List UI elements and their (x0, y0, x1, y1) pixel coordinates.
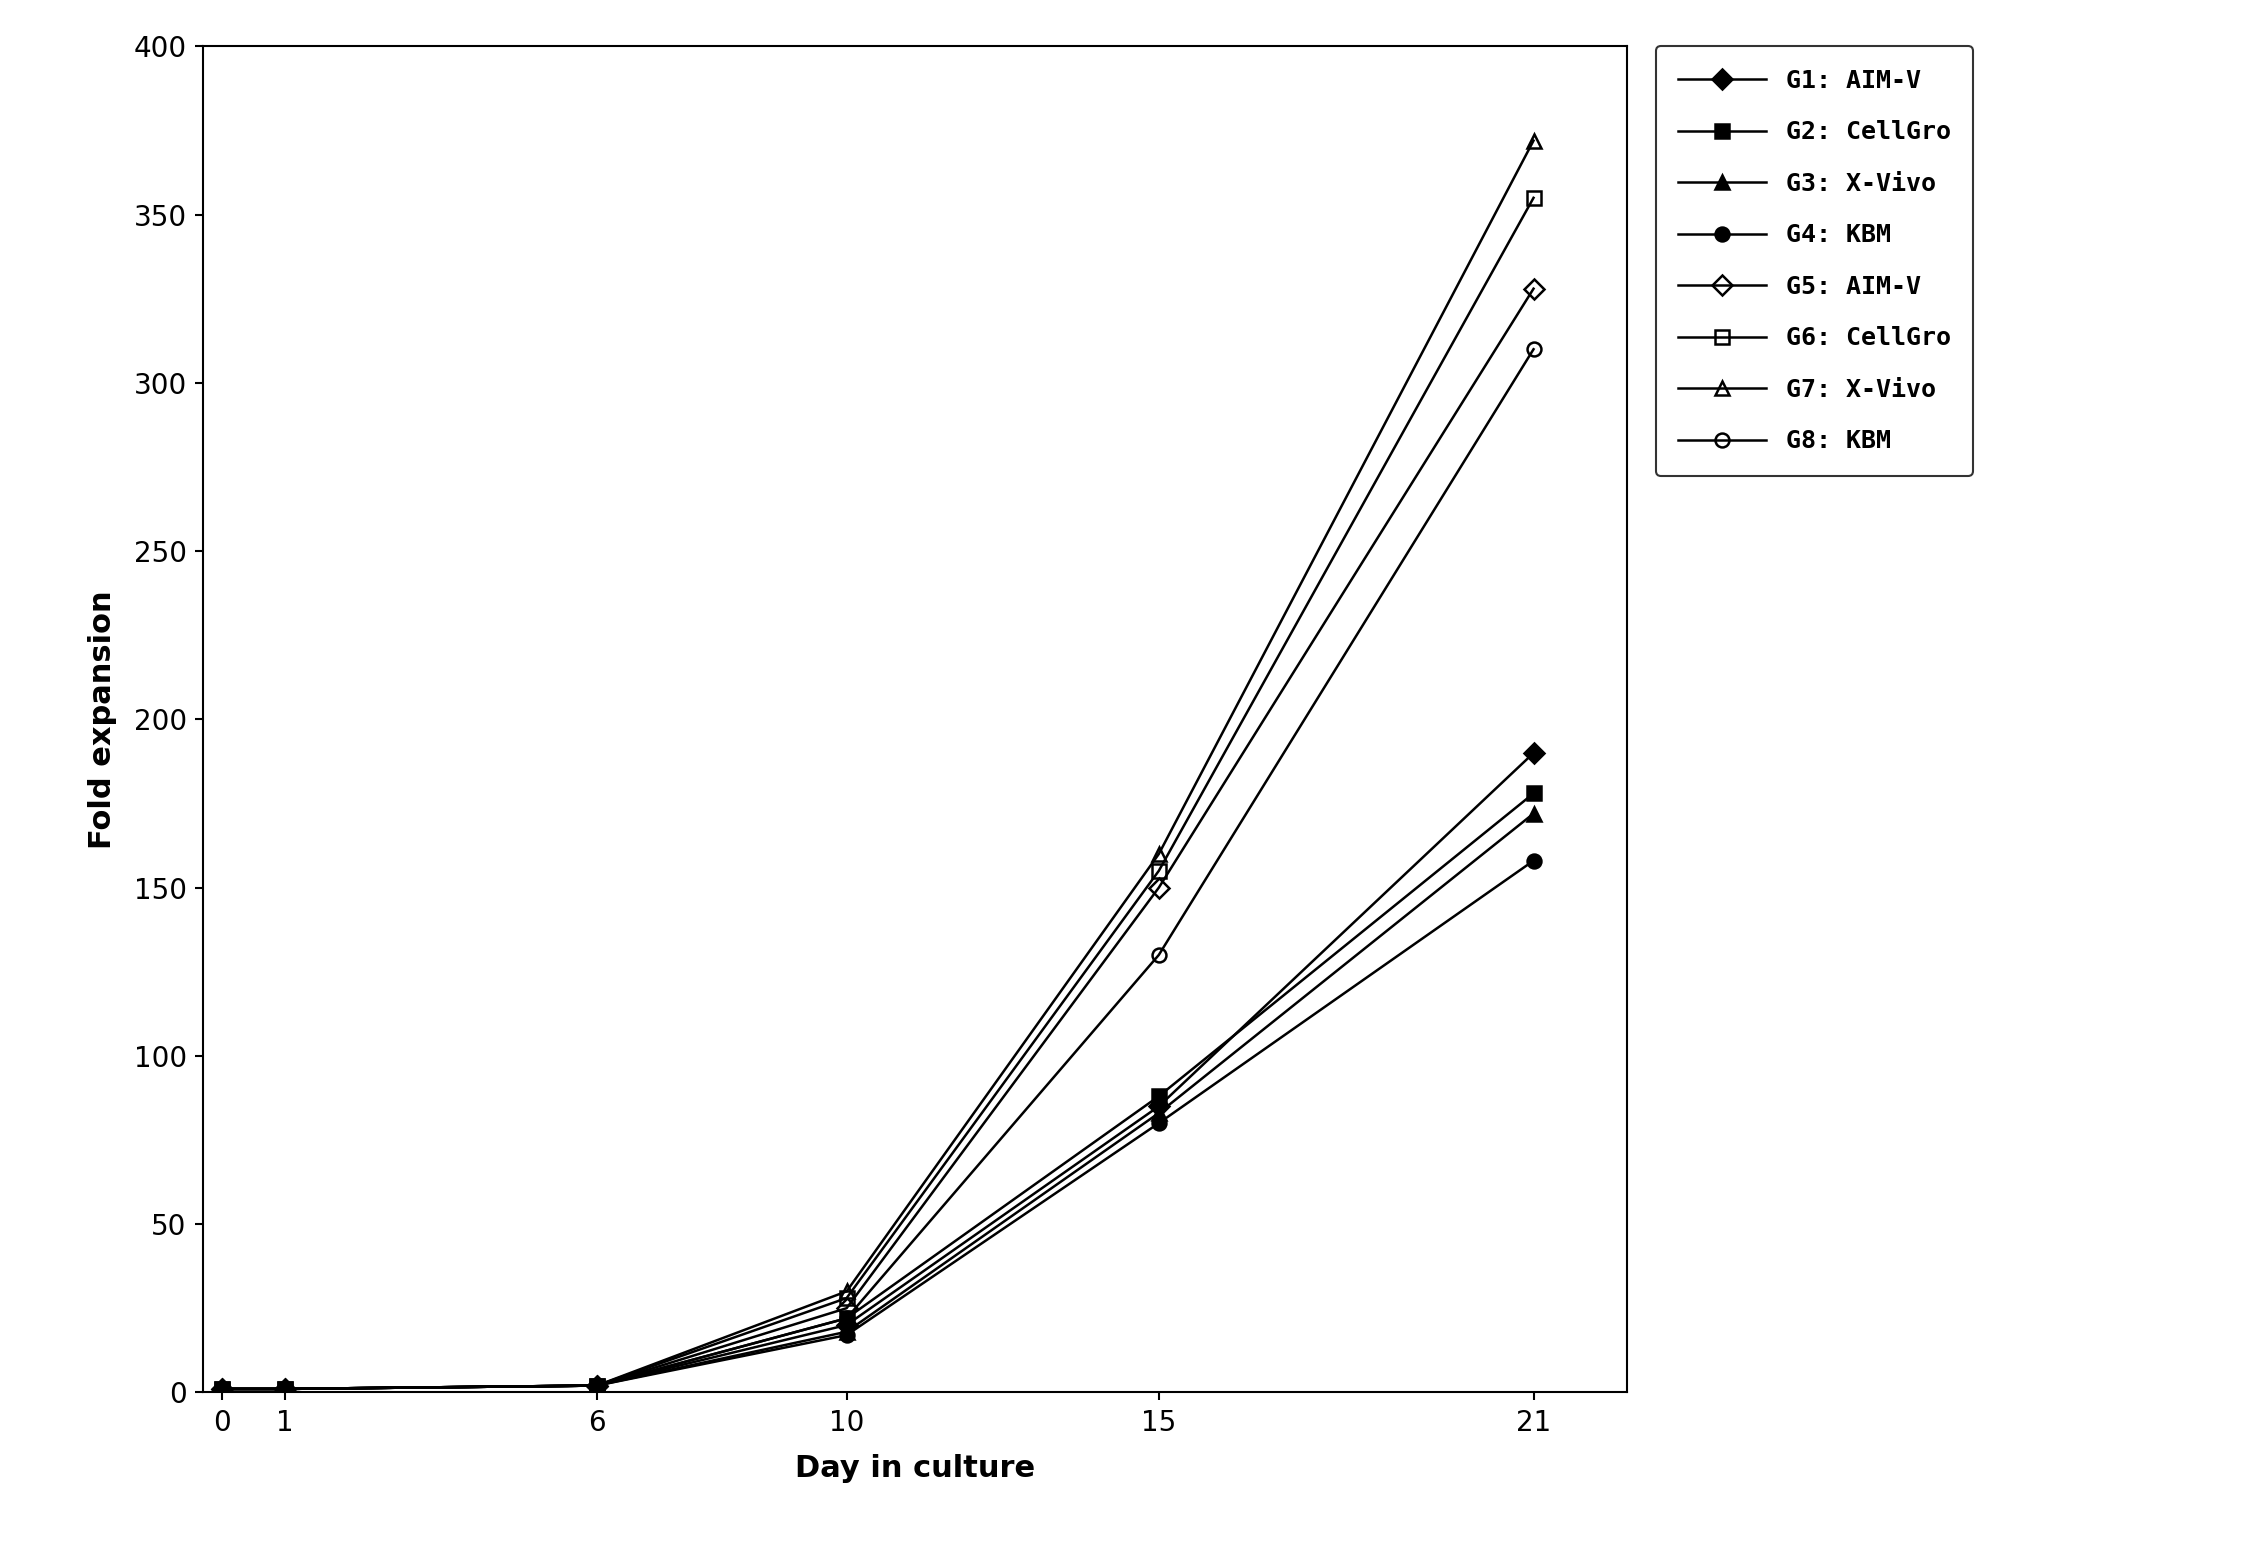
G4: KBM: (21, 158): KBM: (21, 158) (1521, 851, 1548, 869)
G7: X-Vivo: (21, 372): X-Vivo: (21, 372) (1521, 131, 1548, 150)
G5: AIM-V: (15, 150): AIM-V: (15, 150) (1146, 879, 1173, 897)
G8: KBM: (15, 130): KBM: (15, 130) (1146, 945, 1173, 964)
G6: CellGro: (10, 28): CellGro: (10, 28) (834, 1289, 861, 1307)
G6: CellGro: (21, 355): CellGro: (21, 355) (1521, 189, 1548, 207)
G3: X-Vivo: (21, 172): X-Vivo: (21, 172) (1521, 804, 1548, 823)
G6: CellGro: (15, 155): CellGro: (15, 155) (1146, 862, 1173, 880)
G2: CellGro: (10, 22): CellGro: (10, 22) (834, 1309, 861, 1327)
Line: G3: X-Vivo: G3: X-Vivo (215, 806, 1541, 1395)
Line: G2: CellGro: G2: CellGro (215, 786, 1541, 1395)
G1: AIM-V: (10, 20): AIM-V: (10, 20) (834, 1315, 861, 1334)
G1: AIM-V: (15, 85): AIM-V: (15, 85) (1146, 1097, 1173, 1115)
G8: KBM: (0, 1): KBM: (0, 1) (208, 1380, 235, 1398)
G4: KBM: (15, 80): KBM: (15, 80) (1146, 1114, 1173, 1132)
Line: G5: AIM-V: G5: AIM-V (215, 282, 1541, 1395)
G5: AIM-V: (21, 328): AIM-V: (21, 328) (1521, 280, 1548, 299)
G1: AIM-V: (21, 190): AIM-V: (21, 190) (1521, 744, 1548, 763)
G7: X-Vivo: (6, 2): X-Vivo: (6, 2) (583, 1377, 610, 1395)
Line: G7: X-Vivo: G7: X-Vivo (215, 133, 1541, 1395)
G8: KBM: (1, 1): KBM: (1, 1) (271, 1380, 298, 1398)
G8: KBM: (21, 310): KBM: (21, 310) (1521, 340, 1548, 359)
G7: X-Vivo: (0, 1): X-Vivo: (0, 1) (208, 1380, 235, 1398)
G2: CellGro: (15, 88): CellGro: (15, 88) (1146, 1088, 1173, 1106)
G3: X-Vivo: (10, 18): X-Vivo: (10, 18) (834, 1323, 861, 1341)
G1: AIM-V: (1, 1): AIM-V: (1, 1) (271, 1380, 298, 1398)
G4: KBM: (6, 2): KBM: (6, 2) (583, 1377, 610, 1395)
G3: X-Vivo: (1, 1): X-Vivo: (1, 1) (271, 1380, 298, 1398)
G6: CellGro: (1, 1): CellGro: (1, 1) (271, 1380, 298, 1398)
Y-axis label: Fold expansion: Fold expansion (88, 589, 118, 849)
Line: G6: CellGro: G6: CellGro (215, 190, 1541, 1395)
G1: AIM-V: (0, 1): AIM-V: (0, 1) (208, 1380, 235, 1398)
G6: CellGro: (0, 1): CellGro: (0, 1) (208, 1380, 235, 1398)
G2: CellGro: (21, 178): CellGro: (21, 178) (1521, 784, 1548, 803)
G2: CellGro: (6, 2): CellGro: (6, 2) (583, 1377, 610, 1395)
Line: G1: AIM-V: G1: AIM-V (215, 746, 1541, 1395)
G4: KBM: (1, 1): KBM: (1, 1) (271, 1380, 298, 1398)
G5: AIM-V: (10, 25): AIM-V: (10, 25) (834, 1299, 861, 1318)
G8: KBM: (6, 2): KBM: (6, 2) (583, 1377, 610, 1395)
G3: X-Vivo: (0, 1): X-Vivo: (0, 1) (208, 1380, 235, 1398)
G2: CellGro: (1, 1): CellGro: (1, 1) (271, 1380, 298, 1398)
Legend: G1: AIM-V, G2: CellGro, G3: X-Vivo, G4: KBM, G5: AIM-V, G6: CellGro, G7: X-Vivo,: G1: AIM-V, G2: CellGro, G3: X-Vivo, G4: … (1657, 46, 1973, 476)
G3: X-Vivo: (6, 2): X-Vivo: (6, 2) (583, 1377, 610, 1395)
G6: CellGro: (6, 2): CellGro: (6, 2) (583, 1377, 610, 1395)
G5: AIM-V: (0, 1): AIM-V: (0, 1) (208, 1380, 235, 1398)
G2: CellGro: (0, 1): CellGro: (0, 1) (208, 1380, 235, 1398)
G7: X-Vivo: (15, 160): X-Vivo: (15, 160) (1146, 845, 1173, 863)
G4: KBM: (10, 17): KBM: (10, 17) (834, 1326, 861, 1344)
G1: AIM-V: (6, 2): AIM-V: (6, 2) (583, 1377, 610, 1395)
Line: G8: KBM: G8: KBM (215, 342, 1541, 1395)
Line: G4: KBM: G4: KBM (215, 854, 1541, 1395)
G7: X-Vivo: (10, 30): X-Vivo: (10, 30) (834, 1282, 861, 1301)
G5: AIM-V: (6, 2): AIM-V: (6, 2) (583, 1377, 610, 1395)
G5: AIM-V: (1, 1): AIM-V: (1, 1) (271, 1380, 298, 1398)
X-axis label: Day in culture: Day in culture (796, 1454, 1035, 1482)
G3: X-Vivo: (15, 83): X-Vivo: (15, 83) (1146, 1103, 1173, 1122)
G4: KBM: (0, 1): KBM: (0, 1) (208, 1380, 235, 1398)
G7: X-Vivo: (1, 1): X-Vivo: (1, 1) (271, 1380, 298, 1398)
G8: KBM: (10, 22): KBM: (10, 22) (834, 1309, 861, 1327)
